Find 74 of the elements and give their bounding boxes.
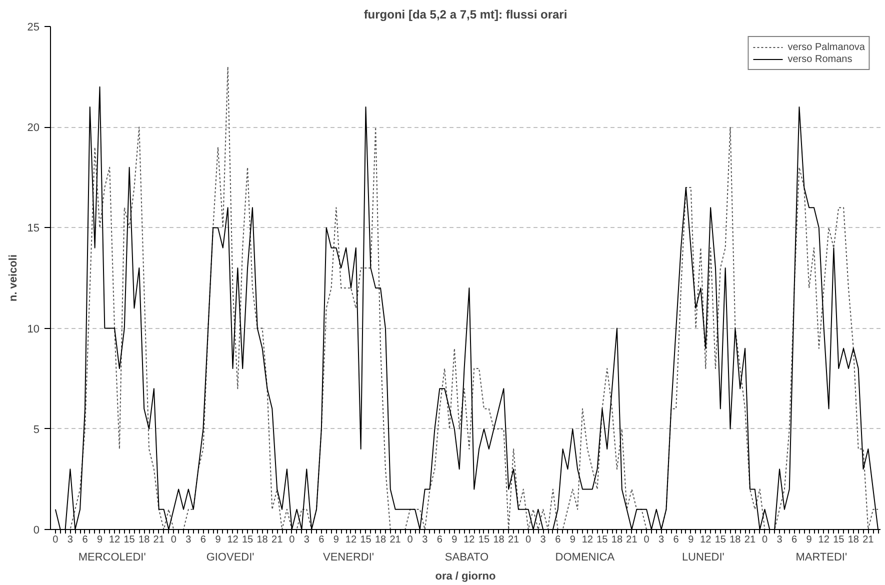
x-tick-label: 6 bbox=[673, 534, 680, 546]
x-tick-label: 12 bbox=[227, 534, 239, 546]
x-tick-label: 6 bbox=[436, 534, 443, 546]
x-tick-label: 0 bbox=[52, 534, 59, 546]
y-tick-label: 20 bbox=[27, 122, 40, 134]
x-tick-label: 15 bbox=[833, 534, 845, 546]
x-tick-label: 3 bbox=[658, 534, 665, 546]
x-tick-label: 0 bbox=[289, 534, 296, 546]
x-tick-label: 18 bbox=[374, 534, 387, 546]
x-tick-label: 9 bbox=[806, 534, 812, 546]
x-tick-label: 12 bbox=[108, 534, 121, 546]
x-tick-label: 21 bbox=[272, 534, 284, 546]
x-tick-label: 12 bbox=[700, 534, 712, 546]
x-tick-label: 12 bbox=[464, 534, 476, 546]
x-tick-label: 0 bbox=[526, 534, 532, 546]
x-tick-label: 21 bbox=[153, 534, 165, 546]
x-tick-label: 15 bbox=[478, 534, 490, 546]
x-tick-label: 0 bbox=[762, 534, 768, 546]
x-tick-label: 6 bbox=[318, 534, 325, 546]
x-axis-title: ora / giorno bbox=[435, 570, 496, 582]
x-tick-label: 21 bbox=[744, 534, 756, 546]
x-tick-label: 3 bbox=[186, 534, 192, 546]
x-tick-label: 12 bbox=[582, 534, 594, 546]
x-tick-label: 21 bbox=[626, 534, 638, 546]
text: GIOVEDI' bbox=[206, 552, 254, 564]
x-tick-label: 3 bbox=[67, 534, 74, 546]
x-tick-label: 15 bbox=[360, 534, 372, 546]
x-tick-label: 9 bbox=[333, 534, 340, 546]
text: DOMENICA bbox=[555, 552, 616, 564]
x-tick-label: 15 bbox=[124, 534, 136, 546]
x-tick-label: 0 bbox=[644, 534, 650, 546]
x-tick-label: 18 bbox=[256, 534, 268, 546]
x-tick-label: 18 bbox=[493, 534, 505, 546]
y-tick-label: 5 bbox=[33, 424, 40, 436]
x-tick-label: 21 bbox=[508, 534, 520, 546]
x-tick-label: 6 bbox=[82, 534, 88, 546]
x-tick-label: 6 bbox=[792, 534, 798, 546]
x-tick-label: 3 bbox=[776, 534, 783, 546]
text: MERCOLEDI' bbox=[78, 552, 146, 564]
x-tick-label: 21 bbox=[862, 534, 874, 546]
legend-label: verso Romans bbox=[788, 53, 852, 65]
x-tick-label: 3 bbox=[540, 534, 546, 546]
y-tick-label: 0 bbox=[33, 524, 40, 536]
x-tick-label: 6 bbox=[200, 534, 206, 546]
x-tick-label: 0 bbox=[407, 534, 414, 546]
x-tick-label: 3 bbox=[304, 534, 310, 546]
chart-title: furgoni [da 5,2 a 7,5 mt]: flussi orari bbox=[364, 8, 568, 22]
x-tick-label: 21 bbox=[390, 534, 402, 546]
x-tick-label: 18 bbox=[848, 534, 860, 546]
x-tick-label: 9 bbox=[570, 534, 576, 546]
x-tick-label: 18 bbox=[138, 534, 150, 546]
x-tick-label: 6 bbox=[555, 534, 562, 546]
x-tick-label: 12 bbox=[345, 534, 357, 546]
x-tick-label: 3 bbox=[422, 534, 428, 546]
y-tick-label: 25 bbox=[27, 22, 40, 34]
x-tick-label: 18 bbox=[730, 534, 742, 546]
x-tick-label: 9 bbox=[96, 534, 103, 546]
x-tick-label: 15 bbox=[596, 534, 608, 546]
x-tick-label: 0 bbox=[170, 534, 177, 546]
text: MARTEDI' bbox=[796, 552, 848, 564]
x-tick-label: 9 bbox=[215, 534, 222, 546]
legend-label: verso Palmanova bbox=[788, 41, 865, 53]
text: SABATO bbox=[444, 552, 489, 564]
x-tick-label: 15 bbox=[714, 534, 726, 546]
x-tick-label: 12 bbox=[818, 534, 830, 546]
x-tick-label: 18 bbox=[611, 534, 623, 546]
x-tick-label: 15 bbox=[242, 534, 254, 546]
x-tick-label: 9 bbox=[452, 534, 458, 546]
y-axis-title: n. veicoli bbox=[7, 254, 20, 302]
y-tick-label: 10 bbox=[27, 323, 40, 336]
y-tick-label: 15 bbox=[27, 222, 40, 235]
text: VENERDI' bbox=[323, 552, 374, 564]
x-tick-label: 9 bbox=[688, 534, 694, 546]
text: LUNEDI' bbox=[682, 552, 724, 564]
